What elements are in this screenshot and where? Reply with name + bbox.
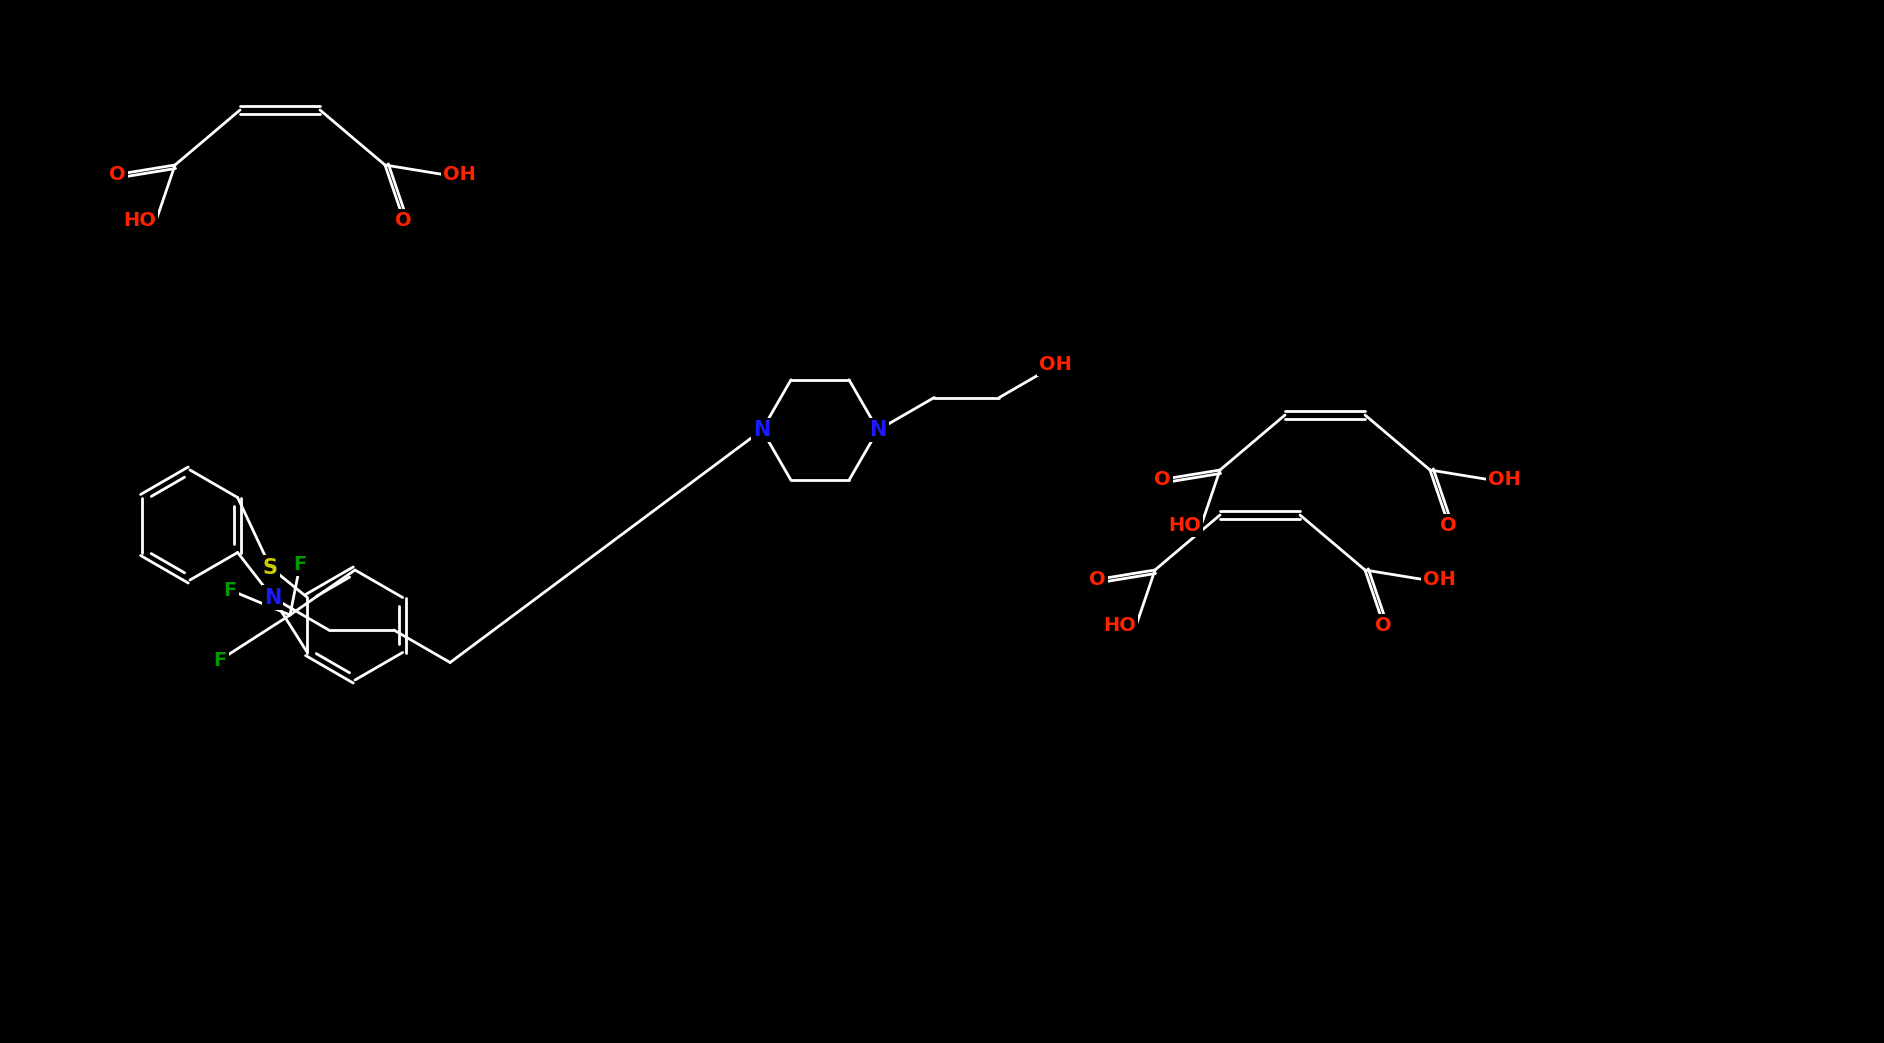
Text: OH: OH [1488,470,1520,489]
Text: OH: OH [443,165,475,184]
Text: N: N [754,420,771,440]
Text: N: N [264,587,281,607]
Text: F: F [294,556,307,575]
Text: S: S [264,558,279,578]
Text: N: N [869,420,887,440]
Text: O: O [1441,515,1456,535]
Text: O: O [396,211,413,229]
Text: HO: HO [1168,515,1202,535]
Text: HO: HO [122,211,156,229]
Text: OH: OH [1040,356,1072,374]
Text: O: O [109,165,126,184]
Text: F: F [224,581,237,600]
Text: F: F [213,651,226,670]
Text: O: O [1375,615,1392,635]
Text: O: O [1089,569,1106,589]
Text: OH: OH [1422,569,1456,589]
Text: O: O [1155,470,1170,489]
Text: HO: HO [1104,615,1136,635]
